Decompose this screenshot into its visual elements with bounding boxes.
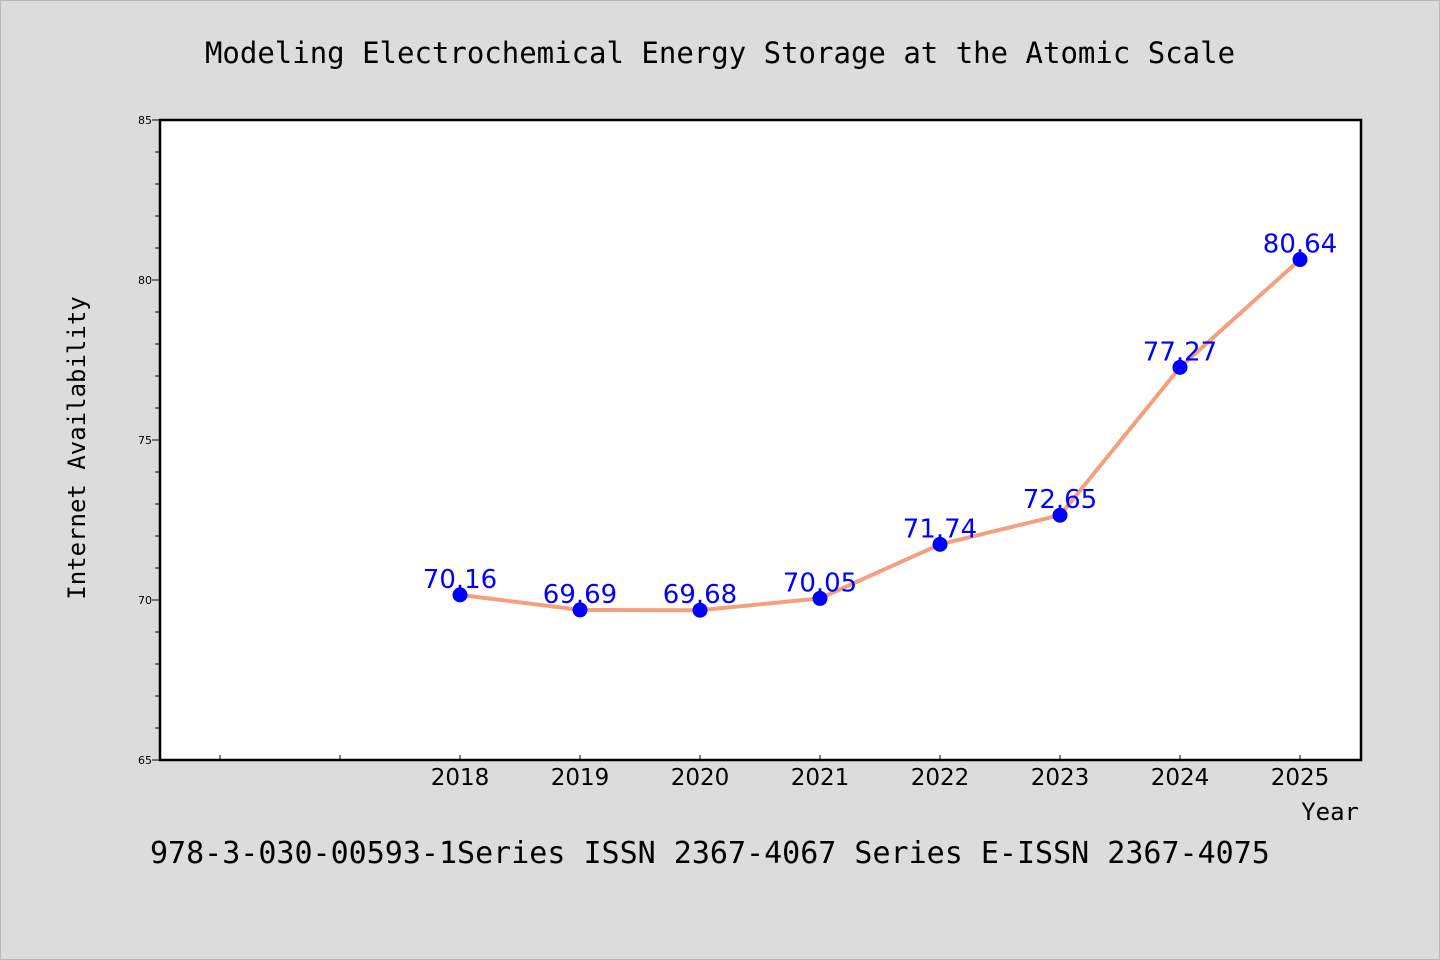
data-point bbox=[932, 536, 948, 552]
data-point bbox=[1172, 359, 1188, 375]
data-point bbox=[812, 590, 828, 606]
x-tick-label: 2022 bbox=[911, 765, 970, 791]
x-tick-label: 2020 bbox=[671, 765, 730, 791]
x-tick-label: 2025 bbox=[1271, 765, 1330, 791]
x-tick-label: 2019 bbox=[551, 765, 610, 791]
y-tick-label: 85 bbox=[138, 114, 152, 127]
y-axis-label: Internet Availability bbox=[63, 296, 91, 599]
data-labels-group: 70.16 69.69 69.68 70.05 71.74 72.65 77.27 80.64 bbox=[423, 230, 1337, 611]
y-tick-label: 70 bbox=[138, 594, 152, 607]
y-tick-label: 75 bbox=[138, 434, 152, 447]
x-tick-label: 2021 bbox=[791, 765, 850, 791]
footer-text: 978-3-030-00593-1Series ISSN 2367-4067 S… bbox=[150, 836, 1270, 871]
data-point bbox=[1052, 507, 1068, 523]
x-axis: 2018 2019 2020 2021 2022 2023 2024 2025 bbox=[219, 755, 1330, 791]
data-point bbox=[1292, 252, 1308, 268]
data-label: 71.74 bbox=[903, 514, 977, 544]
x-tick-label: 2018 bbox=[431, 765, 490, 791]
data-label: 69.69 bbox=[543, 580, 617, 610]
x-axis-label: Year bbox=[1301, 798, 1359, 826]
data-label: 69.68 bbox=[663, 580, 737, 610]
data-point bbox=[452, 587, 468, 603]
series-line bbox=[458, 257, 1302, 613]
y-tick-label: 80 bbox=[138, 274, 152, 287]
series-line-group bbox=[452, 252, 1308, 618]
data-label: 70.16 bbox=[423, 565, 497, 595]
data-label: 80.64 bbox=[1263, 230, 1337, 260]
x-tick-label: 2023 bbox=[1031, 765, 1090, 791]
data-point bbox=[692, 602, 708, 618]
y-tick-label: 65 bbox=[138, 754, 152, 767]
data-label: 70.05 bbox=[783, 568, 857, 598]
data-label: 77.27 bbox=[1143, 337, 1217, 367]
chart-title: Modeling Electrochemical Energy Storage … bbox=[205, 36, 1235, 70]
x-tick-label: 2024 bbox=[1151, 765, 1210, 791]
y-axis: 65 70 75 80 85 bbox=[138, 114, 160, 767]
plot-area bbox=[158, 118, 1363, 762]
data-point bbox=[572, 602, 588, 618]
data-label: 72.65 bbox=[1023, 485, 1097, 515]
